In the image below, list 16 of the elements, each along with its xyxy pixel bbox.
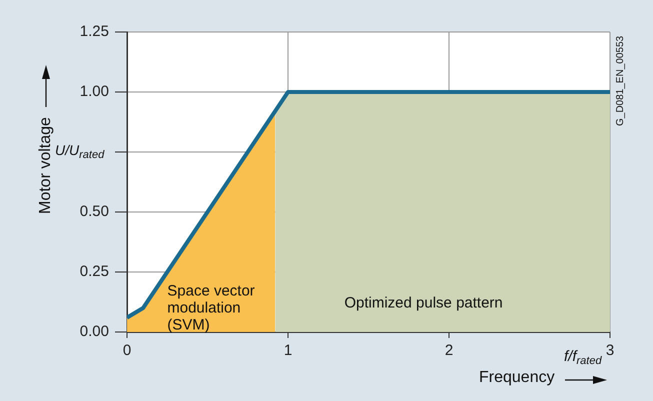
y-tick-label: 0.25: [80, 263, 109, 280]
y-tick-label: 1.25: [80, 23, 109, 40]
x-axis-title: Frequency: [479, 369, 555, 386]
text: G_D081_EN_00553: [615, 36, 626, 126]
y-tick-label: 0.50: [80, 203, 109, 220]
y-tick-label: 1.00: [80, 83, 109, 100]
x-tick-label: 3: [606, 342, 614, 360]
x-tick-label: 2: [444, 342, 454, 360]
x-tick-label: 0: [122, 342, 132, 360]
x-tick-label: 1: [284, 342, 292, 360]
y-axis-title: Motor voltage: [37, 117, 54, 214]
y-tick-label: 0.00: [80, 323, 109, 340]
annotation: Space vector modulation (SVM): [167, 282, 255, 334]
text: f/f$_{rated}$: [564, 348, 602, 367]
annotation: Optimized pulse pattern: [344, 294, 503, 312]
text: U/U$_{rated}$: [55, 142, 104, 161]
